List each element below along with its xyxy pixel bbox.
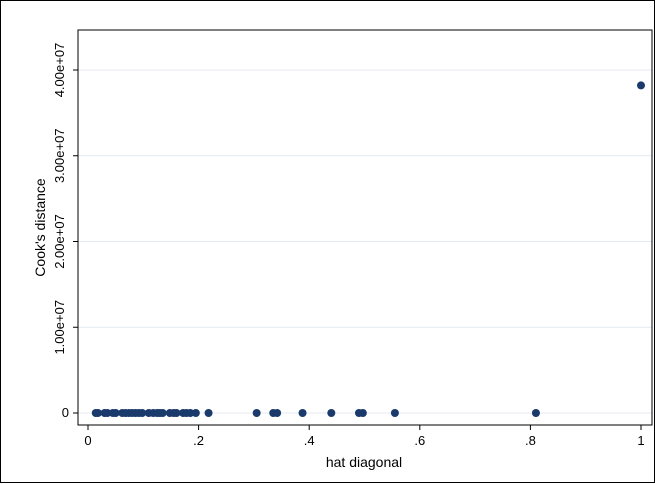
x-tick-label: .2 bbox=[193, 433, 204, 448]
data-point bbox=[93, 409, 102, 417]
data-point bbox=[273, 409, 282, 417]
data-point bbox=[252, 409, 261, 417]
data-point bbox=[158, 409, 167, 417]
data-point bbox=[390, 409, 399, 417]
data-point bbox=[138, 409, 147, 417]
data-point bbox=[111, 409, 120, 417]
grid-lines bbox=[78, 69, 652, 414]
x-tick-label: .8 bbox=[525, 433, 536, 448]
y-tick-label: 2.00e+07 bbox=[52, 214, 67, 269]
x-tick-label: 1 bbox=[637, 433, 644, 448]
x-axis-label: hat diagonal bbox=[326, 454, 402, 470]
data-point bbox=[327, 409, 336, 417]
data-point bbox=[531, 409, 540, 417]
y-tick-label: 4.00e+07 bbox=[52, 43, 67, 98]
plot-area bbox=[77, 29, 653, 426]
y-tick-label: 3.00e+07 bbox=[52, 128, 67, 183]
data-point bbox=[637, 81, 645, 90]
data-point bbox=[358, 409, 367, 417]
data-point bbox=[186, 409, 195, 417]
y-tick-label: 0 bbox=[62, 405, 69, 420]
data-point bbox=[298, 409, 307, 417]
x-tick-label: .6 bbox=[414, 433, 425, 448]
data-point bbox=[191, 409, 200, 417]
x-tick-label: .4 bbox=[304, 433, 315, 448]
data-point bbox=[172, 409, 181, 417]
data-points bbox=[91, 81, 645, 417]
x-tick-label: 0 bbox=[84, 433, 91, 448]
y-tick-label: 1.00e+07 bbox=[52, 300, 67, 355]
y-axis-label: Cook's distance bbox=[32, 178, 48, 277]
axes: 0 .2 .4 .6 .8 1 0 1.00e+07 2.00e+07 3.00e+07 4.00e… bbox=[52, 43, 645, 448]
data-point bbox=[103, 409, 112, 417]
data-point bbox=[204, 409, 213, 417]
